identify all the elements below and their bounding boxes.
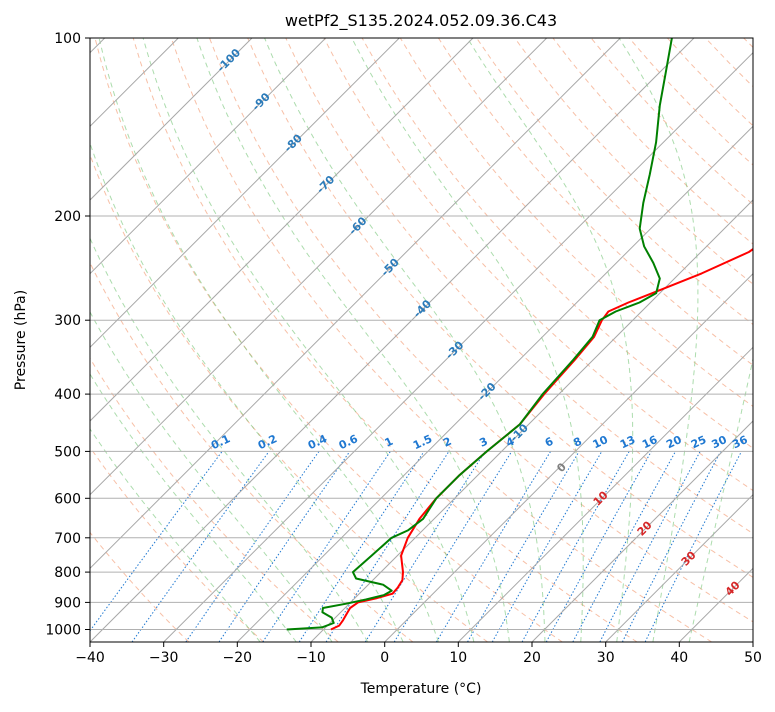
y-tick-label: 300 (54, 313, 81, 329)
x-tick-label: 0 (380, 650, 389, 666)
isotherm (164, 38, 768, 642)
x-tick-label: 30 (597, 650, 615, 666)
x-tick-label: −10 (296, 650, 326, 666)
x-tick-label: 20 (523, 650, 541, 666)
y-tick-label: 100 (54, 31, 81, 47)
dry-adiabat (744, 38, 775, 642)
x-tick-label: −20 (223, 650, 253, 666)
x-tick-label: −30 (149, 650, 179, 666)
mixing-ratio-label: 8 (571, 435, 583, 450)
mixing-ratio-label: 1 (383, 435, 395, 450)
mixing-ratio-label: 0.1 (209, 432, 232, 452)
mixing-ratio-label: 0.4 (306, 432, 329, 452)
y-tick-label: 1000 (45, 623, 81, 639)
x-tick-label: 50 (744, 650, 762, 666)
moist-adiabat (99, 38, 438, 642)
y-tick-label: 500 (54, 444, 81, 460)
y-tick-label: 400 (54, 387, 81, 403)
mixing-ratio-label: 6 (543, 435, 556, 450)
plot-frame (90, 38, 753, 642)
mixing-ratio-label: 13 (618, 433, 637, 451)
mixing-ratio-line (82, 451, 222, 642)
dry-adiabat (591, 38, 775, 642)
isotherm (16, 38, 620, 642)
x-tick-label: −40 (75, 650, 105, 666)
mixing-ratio-line (394, 451, 512, 642)
moist-adiabat (0, 38, 260, 642)
y-tick-label: 800 (54, 565, 81, 581)
dry-adiabat (0, 38, 264, 642)
moist-adiabat (689, 38, 775, 642)
y-tick-label: 700 (54, 531, 81, 547)
isotherm (679, 38, 775, 642)
mixing-ratio-line (522, 451, 629, 642)
dry-adiabat (19, 38, 413, 642)
mixing-ratio-line (546, 451, 651, 642)
x-tick-label: 10 (449, 650, 467, 666)
dry-adiabat (0, 38, 338, 642)
isotherm (532, 38, 775, 642)
mixing-ratio-label: 20 (664, 433, 684, 451)
background-lines (0, 38, 775, 642)
dry-adiabat (57, 38, 488, 642)
mixing-ratio-line (600, 451, 700, 642)
moist-adiabat (3, 38, 332, 642)
mixing-ratio-line (573, 451, 676, 642)
isotherm (0, 38, 326, 642)
dry-adiabat (706, 38, 775, 642)
x-tick-label: 40 (670, 650, 688, 666)
moist-adiabat (197, 38, 510, 642)
y-tick-label: 600 (54, 491, 81, 507)
y-tick-label: 900 (54, 595, 81, 611)
isotherm (753, 38, 775, 642)
dry-adiabat (667, 38, 775, 642)
dry-adiabat (171, 38, 711, 642)
y-axis-label: Pressure (hPa) (13, 290, 29, 390)
dry-adiabat (477, 38, 775, 642)
mixing-ratio-label: 30 (710, 433, 730, 451)
isotherm (385, 38, 775, 642)
isotherm (0, 38, 547, 642)
profile-lines (287, 38, 775, 630)
isotherm-label: 0 (554, 460, 569, 475)
mixing-ratio-label: 16 (640, 433, 660, 451)
isotherm-label: 10 (591, 488, 611, 508)
moist-adiabat (31, 38, 368, 642)
mixing-ratio-label: 3 (477, 435, 489, 450)
x-axis-label: Temperature (°C) (360, 681, 482, 697)
dry-adiabat (515, 38, 775, 642)
moist-adiabat (62, 38, 403, 642)
dewpoint-line (287, 38, 672, 630)
mixing-ratio-label: 25 (689, 433, 708, 451)
dry-adiabat (133, 38, 637, 642)
y-tick-label: 200 (54, 209, 81, 225)
isotherm (90, 38, 694, 642)
mixing-ratio-line (326, 451, 449, 642)
dry-adiabat (438, 38, 775, 642)
dry-adiabat (553, 38, 775, 642)
chart-title: wetPf2_S135.2024.052.09.36.C43 (285, 11, 557, 31)
isotherm (0, 38, 399, 642)
mixing-ratio-line (263, 451, 391, 642)
mixing-ratio-label: 10 (591, 433, 611, 451)
